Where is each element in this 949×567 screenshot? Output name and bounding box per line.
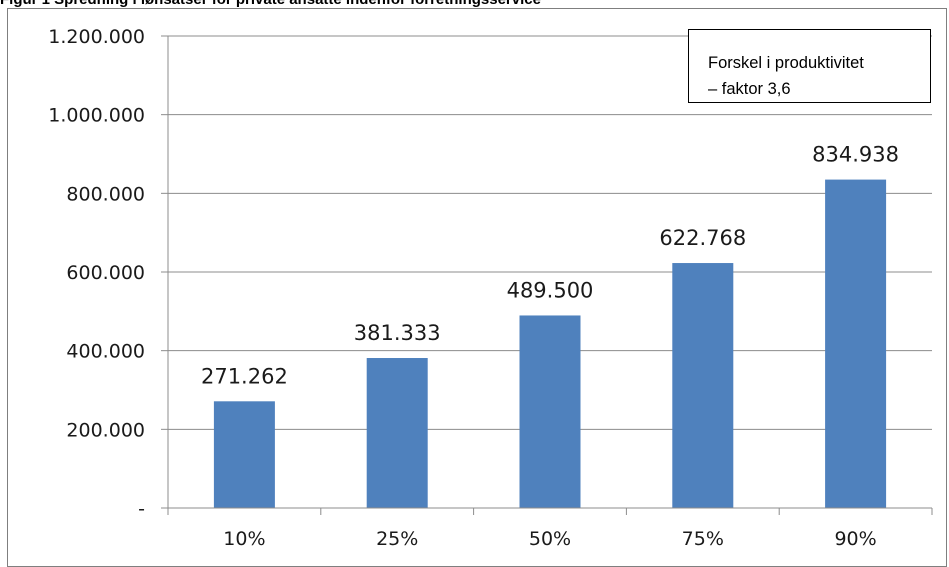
data-label: 834.938 (812, 143, 899, 167)
labels: - 200.000 400.000 600.000 800.000 1.000.000 1.… (48, 26, 899, 550)
x-tick-label: 75% (682, 528, 724, 550)
y-tick-label: 800.000 (66, 183, 145, 205)
axes (161, 35, 933, 515)
annotation-line-2: – faktor 3,6 (708, 80, 791, 98)
y-tick-label: 1.200.000 (48, 26, 145, 48)
bar (672, 263, 734, 508)
y-tick-label: 600.000 (66, 262, 145, 284)
x-tick-label: 25% (376, 528, 418, 550)
x-tick-label: 90% (834, 528, 876, 550)
bar (519, 315, 581, 508)
data-label: 271.262 (201, 364, 288, 388)
data-label: 381.333 (354, 321, 441, 345)
x-tick-label: 10% (223, 528, 265, 550)
y-tick-label: - (138, 498, 145, 520)
data-label: 489.500 (507, 278, 594, 302)
annotation-line-1: Forskel i produktivitet (708, 54, 864, 72)
bars (213, 179, 887, 508)
x-tick-label: 50% (529, 528, 571, 550)
y-tick-label: 200.000 (66, 419, 145, 441)
y-tick-label: 1.000.000 (48, 105, 145, 127)
y-tick-label: 400.000 (66, 341, 145, 363)
bar (366, 358, 428, 508)
data-label: 622.768 (659, 226, 746, 250)
bar (825, 179, 887, 508)
annotation-box: Forskel i produktivitet – faktor 3,6 (688, 29, 931, 103)
bar (213, 401, 275, 508)
chart-title: Figur 1 Spredning i lønsatser for privat… (0, 0, 541, 10)
